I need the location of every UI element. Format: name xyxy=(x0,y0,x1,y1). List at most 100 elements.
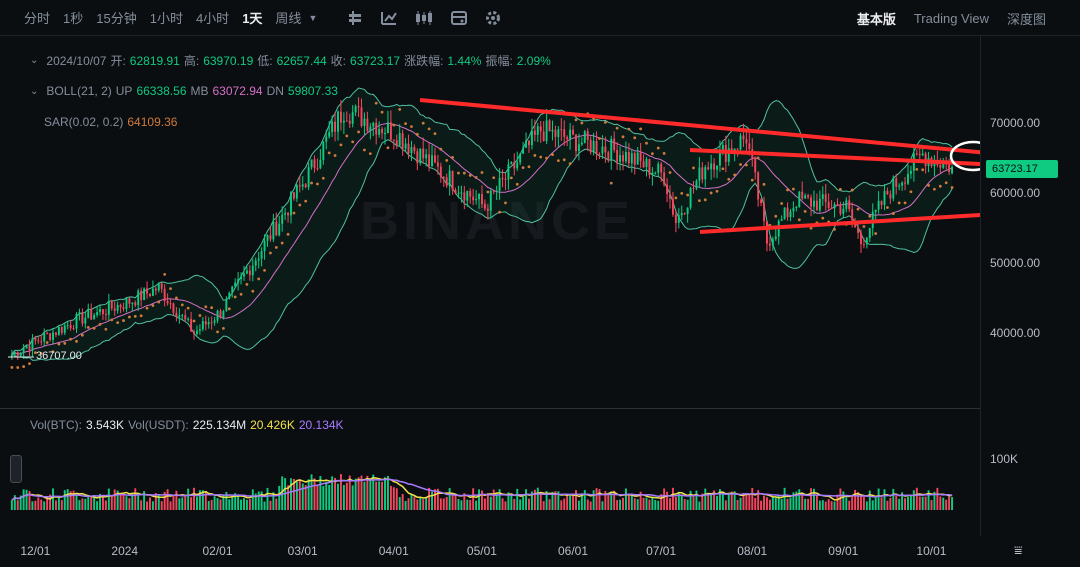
chevron-down-icon[interactable]: ▼ xyxy=(308,12,318,23)
candle-body xyxy=(848,200,851,210)
sar-dot xyxy=(251,289,255,293)
volume-bar xyxy=(316,485,319,510)
volume-bar xyxy=(639,491,642,510)
collapse-icon[interactable]: ⌄ xyxy=(30,85,39,97)
view-depth[interactable]: 深度图 xyxy=(1006,11,1046,27)
candle-body xyxy=(536,126,539,135)
candle-type-icon[interactable] xyxy=(347,10,363,25)
interval-15m[interactable]: 15分钟 xyxy=(96,11,137,26)
sar-dot xyxy=(721,167,725,171)
volume-bar xyxy=(945,499,948,510)
view-tradingview[interactable]: Trading View xyxy=(913,10,989,26)
interval-1d[interactable]: 1天 xyxy=(242,11,263,26)
view-basic[interactable]: 基本版 xyxy=(856,11,896,27)
candle-body xyxy=(889,194,892,199)
interval-4h[interactable]: 4小时 xyxy=(195,11,230,26)
sar-dot xyxy=(509,176,513,180)
sar-dot xyxy=(227,307,231,311)
price-chart[interactable] xyxy=(0,37,980,407)
volume-bar xyxy=(513,498,516,510)
volume-bar xyxy=(880,497,883,510)
volume-bar xyxy=(313,478,316,510)
candle-body xyxy=(766,221,768,244)
candle-body xyxy=(674,214,677,223)
sar-dot xyxy=(86,325,90,329)
candle-body xyxy=(780,219,783,221)
volume-bar xyxy=(530,491,533,510)
volume-bar xyxy=(507,492,510,510)
candle-body xyxy=(263,240,266,251)
interval-week-dropdown[interactable]: 周线 xyxy=(275,11,302,26)
sar-dot xyxy=(386,146,390,150)
volume-bar xyxy=(536,487,539,510)
volume-bar xyxy=(645,497,648,510)
sar-dot xyxy=(533,154,537,157)
indicator-icon[interactable] xyxy=(381,11,398,25)
candle-body xyxy=(454,190,457,193)
candle-body xyxy=(877,200,880,210)
interval-1h[interactable]: 1小时 xyxy=(149,11,183,26)
candle-body xyxy=(592,140,595,153)
sar-dot xyxy=(921,168,925,172)
volume-chart[interactable] xyxy=(0,410,980,535)
volume-bar xyxy=(154,493,157,510)
candle-body xyxy=(745,139,748,144)
candle-body xyxy=(28,346,31,351)
volume-bar xyxy=(933,491,936,510)
high-label: 高: xyxy=(183,54,200,68)
collapse-icon[interactable]: ⌄ xyxy=(30,55,39,66)
volume-bar xyxy=(489,496,492,510)
sar-dot xyxy=(445,159,449,162)
volume-bar xyxy=(657,500,660,510)
candle-body xyxy=(818,199,821,211)
volume-bar xyxy=(698,501,701,510)
volume-bar xyxy=(290,478,292,510)
sar-dot xyxy=(274,246,278,249)
sar-dot xyxy=(180,303,184,307)
volume-bar xyxy=(52,488,54,510)
volume-bar xyxy=(909,496,912,510)
candle-body xyxy=(360,107,363,126)
candle-body xyxy=(319,160,322,169)
candle-body xyxy=(101,309,104,315)
interval-time[interactable]: 分时 xyxy=(24,11,51,26)
volume-bar xyxy=(495,493,498,510)
volume-bar xyxy=(692,494,695,510)
candle-body xyxy=(19,352,22,356)
volume-bar xyxy=(428,487,431,510)
volume-bar xyxy=(542,501,545,510)
volume-bar xyxy=(357,477,360,510)
volume-bar xyxy=(210,499,213,510)
settings-icon[interactable] xyxy=(485,10,501,26)
pane-divider[interactable] xyxy=(0,408,980,409)
candle-body xyxy=(716,165,718,170)
sar-dot xyxy=(886,206,889,209)
volume-bar xyxy=(930,499,933,510)
volume-bar xyxy=(137,492,140,510)
volume-bar xyxy=(851,495,854,510)
template-icon[interactable] xyxy=(451,10,468,25)
sar-dot xyxy=(10,366,14,369)
volume-bar xyxy=(178,498,181,510)
pane-scroll-handle[interactable] xyxy=(10,455,22,483)
volume-bar xyxy=(877,488,880,510)
volume-bar xyxy=(16,500,19,510)
candles-icon[interactable] xyxy=(415,10,433,25)
volume-bar xyxy=(760,500,763,510)
candle-body xyxy=(845,200,848,209)
interval-1s[interactable]: 1秒 xyxy=(63,11,84,26)
sar-dot xyxy=(504,201,507,205)
axis-settings-icon[interactable]: ⩸ xyxy=(1014,542,1023,558)
volume-bar xyxy=(478,489,480,510)
volume-bar xyxy=(298,480,301,510)
volume-bar xyxy=(395,488,398,510)
candle-body xyxy=(99,309,101,313)
candle-body xyxy=(392,139,395,141)
volume-bar xyxy=(413,496,416,510)
candle-body xyxy=(839,204,842,214)
candle-body xyxy=(836,204,839,206)
volume-bar xyxy=(257,491,260,510)
candle-body xyxy=(942,162,945,168)
candle-body xyxy=(580,142,583,145)
candle-body xyxy=(639,152,642,162)
